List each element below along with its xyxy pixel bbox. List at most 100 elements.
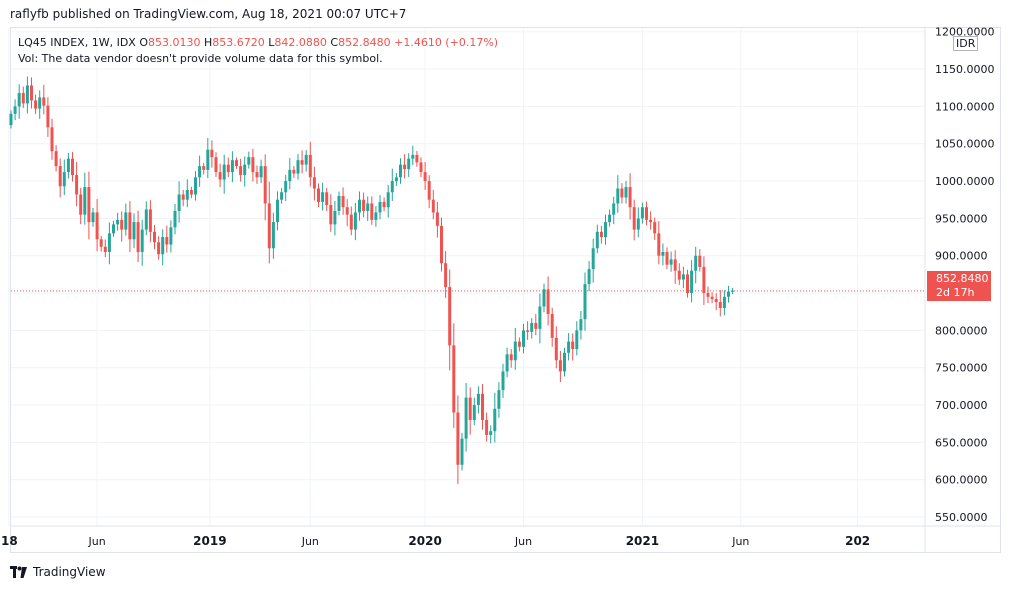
candle-body bbox=[657, 233, 661, 256]
candle-body bbox=[38, 97, 42, 109]
candle-body bbox=[75, 175, 79, 195]
candle-body bbox=[448, 287, 452, 346]
candle-body bbox=[341, 195, 345, 208]
candle-body bbox=[702, 266, 706, 294]
candle-body bbox=[165, 237, 169, 245]
high-value: 853.6720 bbox=[212, 36, 265, 49]
candle-body bbox=[292, 169, 296, 174]
candle-body bbox=[513, 341, 517, 361]
open-value: 853.0130 bbox=[148, 36, 201, 49]
y-tick-label: 950.0000 bbox=[935, 212, 988, 225]
candle-body bbox=[587, 269, 591, 285]
tradingview-logo-icon bbox=[10, 566, 28, 578]
candle-body bbox=[645, 207, 648, 220]
time-axis: 18 Jun 2019 Jun 2020 Jun 2021 Jun 202 bbox=[1, 525, 1001, 548]
candle-body bbox=[226, 164, 230, 173]
candle-body bbox=[362, 199, 366, 211]
candle-body bbox=[390, 181, 394, 193]
candle-body bbox=[444, 263, 448, 288]
candle-body bbox=[58, 166, 62, 187]
candle-body bbox=[718, 302, 722, 308]
low-value: 842.0880 bbox=[274, 36, 327, 49]
candle-body bbox=[669, 259, 673, 265]
candle-body bbox=[267, 203, 271, 249]
footer-brand[interactable]: TradingView bbox=[10, 565, 106, 579]
candle-body bbox=[427, 181, 431, 200]
candle-body bbox=[554, 337, 558, 361]
candle-body bbox=[255, 172, 259, 178]
y-tick-label: 800.0000 bbox=[935, 324, 988, 337]
candle-body bbox=[325, 192, 329, 205]
candle-body bbox=[628, 187, 632, 208]
candle-body bbox=[399, 164, 402, 178]
candle-body bbox=[71, 158, 74, 176]
candle-body bbox=[54, 151, 58, 167]
low-label: L bbox=[268, 36, 275, 49]
y-tick-label: 1050.0000 bbox=[935, 138, 995, 151]
candle-body bbox=[83, 187, 87, 215]
candles bbox=[9, 76, 735, 484]
candle-body bbox=[686, 274, 689, 294]
y-tick-label: 1200.0000 bbox=[935, 26, 995, 39]
x-tick-label: 202 bbox=[845, 534, 870, 548]
y-tick-label: 1150.0000 bbox=[935, 63, 995, 76]
candle-body bbox=[517, 341, 521, 347]
candle-body bbox=[649, 219, 653, 223]
candle-body bbox=[411, 154, 415, 159]
candle-body bbox=[452, 345, 456, 413]
candle-body bbox=[353, 212, 357, 230]
candle-body bbox=[706, 293, 710, 297]
candle-body bbox=[714, 299, 718, 303]
candle-body bbox=[616, 188, 620, 204]
grid-lines bbox=[8, 28, 925, 526]
open-label: O bbox=[139, 36, 148, 49]
candle-body bbox=[550, 313, 554, 338]
candle-body bbox=[608, 214, 612, 223]
candle-body bbox=[169, 227, 173, 245]
candle-body bbox=[214, 157, 218, 173]
candle-body bbox=[591, 248, 595, 270]
candle-body bbox=[140, 229, 144, 252]
candle-body bbox=[25, 85, 29, 104]
candle-body bbox=[677, 270, 681, 280]
candle-body bbox=[189, 190, 193, 195]
candle-body bbox=[431, 199, 435, 213]
candle-body bbox=[698, 255, 702, 267]
candle-body bbox=[407, 158, 411, 170]
candle-body bbox=[46, 105, 50, 128]
candle-body bbox=[99, 239, 103, 247]
candle-body bbox=[403, 164, 407, 170]
candle-body bbox=[394, 177, 398, 182]
x-tick-label: 18 bbox=[1, 534, 18, 548]
y-tick-label: 650.0000 bbox=[935, 436, 988, 449]
candle-body bbox=[440, 225, 443, 264]
candle-body bbox=[95, 212, 99, 240]
candle-body bbox=[661, 251, 665, 256]
candle-body bbox=[91, 212, 95, 223]
candle-body bbox=[567, 341, 571, 353]
candle-body bbox=[358, 199, 361, 213]
candle-body bbox=[263, 166, 267, 204]
candle-body bbox=[620, 188, 624, 198]
candle-body bbox=[690, 270, 694, 294]
y-tick-label: 750.0000 bbox=[935, 362, 988, 375]
candle-body bbox=[202, 166, 206, 170]
chart-area[interactable] bbox=[10, 27, 1001, 553]
candle-body bbox=[222, 164, 226, 180]
volume-note: Vol: The data vendor doesn't provide vol… bbox=[18, 52, 383, 65]
candle-body bbox=[120, 219, 124, 230]
candle-body bbox=[710, 296, 714, 300]
candle-body bbox=[534, 322, 538, 329]
candle-body bbox=[50, 127, 54, 152]
candle-body bbox=[558, 360, 562, 372]
currency-badge[interactable]: IDR bbox=[953, 36, 979, 51]
candle-body bbox=[530, 322, 534, 332]
candle-body bbox=[148, 209, 152, 232]
candle-body bbox=[435, 212, 439, 226]
candle-body bbox=[304, 154, 308, 165]
candle-body bbox=[563, 352, 566, 372]
candle-body bbox=[595, 231, 599, 249]
candle-body bbox=[665, 251, 669, 265]
candle-body bbox=[481, 393, 484, 420]
candle-body bbox=[501, 371, 505, 391]
